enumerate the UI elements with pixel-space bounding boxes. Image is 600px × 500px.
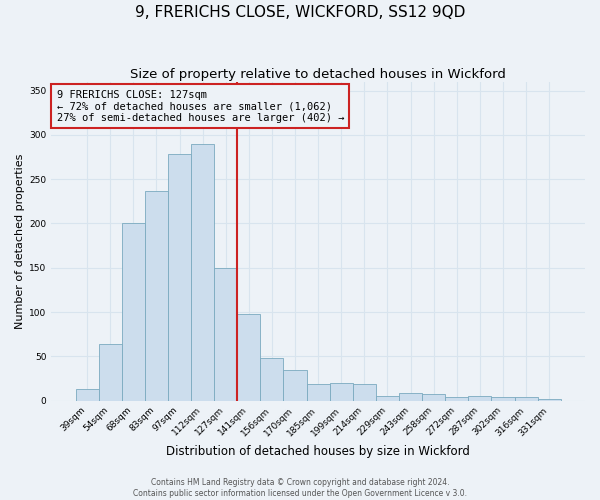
Text: Contains HM Land Registry data © Crown copyright and database right 2024.
Contai: Contains HM Land Registry data © Crown c… <box>133 478 467 498</box>
Bar <box>145 190 168 400</box>
Bar <box>422 394 445 400</box>
Bar <box>491 397 515 400</box>
Text: 9 FRERICHS CLOSE: 127sqm
← 72% of detached houses are smaller (1,062)
27% of sem: 9 FRERICHS CLOSE: 127sqm ← 72% of detach… <box>56 90 344 123</box>
Bar <box>122 224 145 400</box>
Bar <box>237 314 260 400</box>
Bar <box>538 399 561 400</box>
Title: Size of property relative to detached houses in Wickford: Size of property relative to detached ho… <box>130 68 506 80</box>
Bar <box>469 396 491 400</box>
Bar <box>445 397 469 400</box>
Bar <box>515 397 538 400</box>
Bar <box>168 154 191 400</box>
Bar <box>376 396 399 400</box>
X-axis label: Distribution of detached houses by size in Wickford: Distribution of detached houses by size … <box>166 444 470 458</box>
Text: 9, FRERICHS CLOSE, WICKFORD, SS12 9QD: 9, FRERICHS CLOSE, WICKFORD, SS12 9QD <box>135 5 465 20</box>
Bar <box>329 383 353 400</box>
Bar <box>76 389 98 400</box>
Bar <box>214 268 237 400</box>
Bar <box>307 384 329 400</box>
Bar <box>353 384 376 400</box>
Bar <box>399 392 422 400</box>
Bar <box>283 370 307 400</box>
Bar <box>191 144 214 400</box>
Bar <box>260 358 283 401</box>
Y-axis label: Number of detached properties: Number of detached properties <box>15 154 25 329</box>
Bar <box>98 344 122 401</box>
